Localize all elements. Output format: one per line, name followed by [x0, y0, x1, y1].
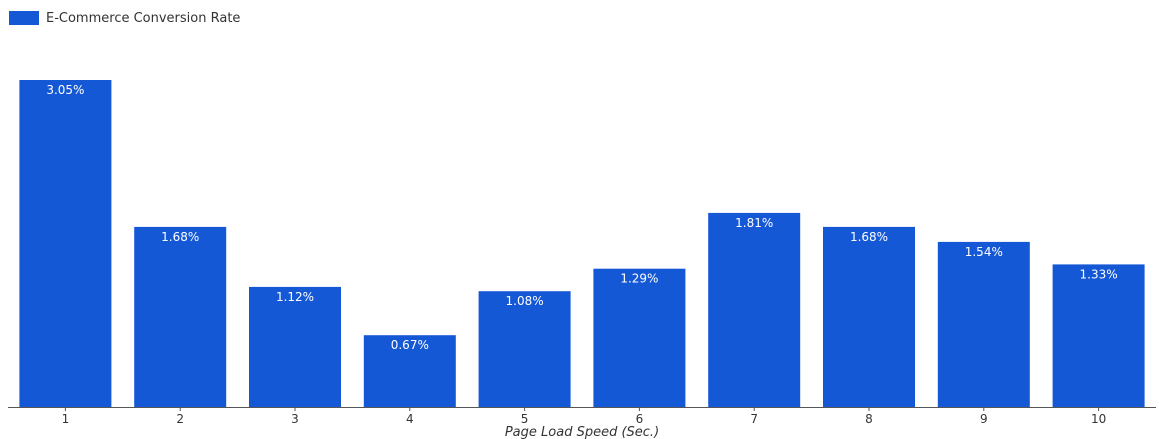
bar-6 — [593, 268, 686, 407]
x-tick-label: 3 — [291, 412, 299, 426]
bar-8 — [823, 226, 915, 407]
bar-4 — [363, 335, 456, 407]
x-tick-label: 5 — [521, 412, 529, 426]
bar-value-label: 1.08% — [506, 294, 544, 308]
bar-2 — [134, 226, 227, 407]
x-tick-label: 10 — [1091, 412, 1106, 426]
x-tick-label: 7 — [750, 412, 758, 426]
bar-value-label: 1.12% — [276, 290, 314, 304]
bar-10 — [1052, 264, 1145, 407]
bar-value-label: 3.05% — [46, 83, 84, 97]
bar-7 — [708, 212, 801, 407]
x-tick-label: 1 — [62, 412, 70, 426]
x-tick-label: 4 — [406, 412, 414, 426]
bar-value-label: 0.67% — [391, 338, 429, 352]
chart-legend: E-Commerce Conversion Rate — [9, 8, 240, 28]
bar-value-label: 1.81% — [735, 216, 773, 230]
bars-group — [19, 80, 1145, 407]
bar-value-label: 1.68% — [161, 230, 199, 244]
bar-labels-group: 3.05% 1.68% 1.12% 0.67% 1.08% 1.29% 1.81% 1.68%… — [46, 83, 1117, 352]
bar-3 — [249, 286, 341, 407]
bar-value-label: 1.29% — [620, 272, 658, 286]
legend-label: E-Commerce Conversion Rate — [46, 10, 241, 26]
legend-swatch — [9, 11, 39, 25]
x-tick-label: 8 — [865, 412, 873, 426]
bar-1 — [19, 80, 112, 407]
x-tick-label: 2 — [176, 412, 184, 426]
bar-value-label: 1.68% — [850, 230, 888, 244]
bar-9 — [937, 241, 1030, 407]
bar-value-label: 1.54% — [965, 245, 1003, 259]
x-ticks-group: 1 2 3 4 5 6 7 8 9 10 — [62, 407, 1106, 426]
x-tick-label: 9 — [980, 412, 988, 426]
bar-value-label: 1.33% — [1080, 267, 1118, 281]
x-axis-title: Page Load Speed (Sec.) — [505, 425, 659, 439]
bar-5 — [478, 291, 571, 407]
x-tick-label: 6 — [636, 412, 644, 426]
